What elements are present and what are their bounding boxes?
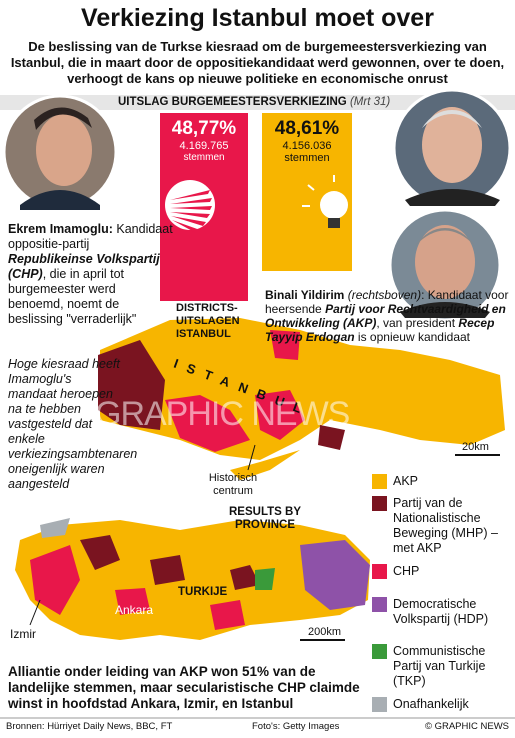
istanbul-map [98,318,505,480]
note: (rechtsboven) [347,288,422,302]
city-label: Izmir [10,627,36,641]
text: Kandidaat oppositie-partij [8,222,173,251]
districts-heading: DISTRICTS-UITSLAGEN ISTANBUL [176,302,240,340]
legend-item: Partij van de Nationalistische Beweging … [372,496,512,556]
legend-swatch [372,597,387,612]
legend-item: Communistische Partij van Turkije (TKP) [372,644,512,689]
votes: 4.169.765 [179,140,229,152]
scale-label: 200km [308,626,342,638]
name: Ekrem Imamoglu: [8,222,113,236]
party: Partij voor Rechtvaardigheid en Ontwikke… [265,302,506,330]
legend-label: Partij van de Nationalistische Beweging … [393,496,498,555]
party: Republikeinse Volkspartij (CHP) [8,252,160,281]
turkey-label: TURKIJE [178,586,228,598]
legend-item: AKP [372,474,512,489]
legend-label: Communistische Partij van Turkije (TKP) [393,644,486,688]
title: Verkiezing Istanbul moet over [81,4,434,32]
center-label: Historisch centrum [208,472,258,497]
akp-result: 48,61% 4.156.036 stemmen [262,118,352,164]
sources: Bronnen: Hürriyet Daily News, BBC, FT [6,721,173,732]
photo-yildirim [392,88,512,208]
turkey-map [15,518,370,641]
copyright: © GRAPHIC NEWS [424,721,509,732]
votes: 4.156.036 [282,140,332,152]
legend-swatch [372,474,387,489]
scale-label: 20km [462,441,489,453]
yildirim-text: Binali Yildirim (rechtsboven): Kandidaat… [265,288,510,344]
text: , van president [376,316,456,330]
summary: Alliantie onder leiding van AKP won 51% … [8,664,360,711]
imamoglu-text: Ekrem Imamoglu: Kandidaat oppositie-part… [8,222,173,327]
city-label: Ankara [115,603,154,617]
legend-item: Democratische Volkspartij (HDP) [372,597,512,627]
heading-band [0,95,515,110]
percent: 48,77% [171,118,237,139]
watermark: GRAPHIC NEWS [95,395,350,433]
subtitle: De beslissing van de Turkse kiesraad om … [10,39,505,86]
council-note: Hoge kiesraad heeft Imamoglu's mandaat h… [8,357,138,491]
photo-erdogan [388,208,502,322]
president: Recep Tayyip Erdogan [265,316,495,344]
legend-label: AKP [393,474,419,488]
result-heading: UITSLAG BURGEMEESTERSVERKIEZING (Mrt 31) [118,96,390,108]
photo-imamoglu [2,94,118,210]
chp-arrows [170,190,212,233]
text: , die in april tot burgemeester werd ben… [8,267,137,326]
heading-text: UITSLAG BURGEMEESTERSVERKIEZING [118,96,347,108]
akp-logo [302,175,361,228]
heading-date: (Mrt 31) [349,96,391,108]
legend-label: Democratische Volkspartij (HDP) [393,597,489,626]
unit: stemmen [183,152,225,163]
text: is opnieuw kandidaat [357,330,470,344]
legend-label: CHP [393,564,420,578]
legend-item: Onafhankelijk [372,697,512,712]
legend-swatch [372,496,387,511]
name: Binali Yildirim [265,288,345,302]
legend-swatch [372,564,387,579]
percent: 48,61% [274,118,340,139]
chp-result: 48,77% 4.169.765 stemmen [160,118,248,163]
legend: AKP Partij van de Nationalistische Bewegi… [372,474,512,714]
legend-label: Onafhankelijk [393,697,469,711]
province-heading: RESULTS BY PROVINCE [229,506,301,531]
legend-swatch [372,644,387,659]
legend-item: CHP [372,564,512,579]
photo-credit: Foto's: Getty Images [252,721,340,732]
text: : Kandidaat voor heersende [265,288,509,316]
legend-swatch [372,697,387,712]
unit: stemmen [284,152,330,164]
